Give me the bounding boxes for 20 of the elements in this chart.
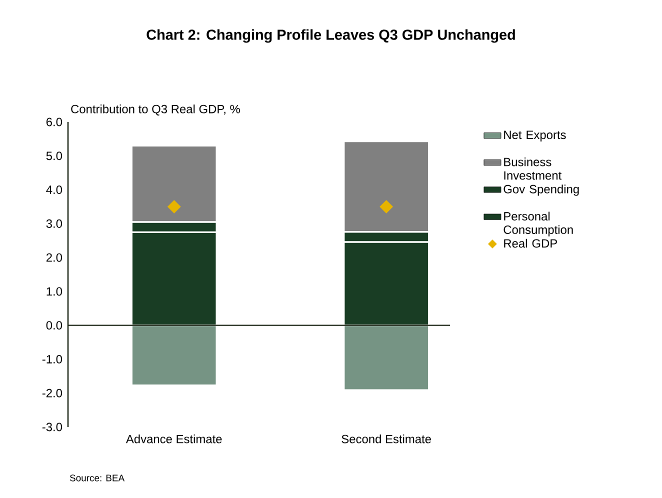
- legend-label: Net Exports: [504, 130, 566, 142]
- y-tick-label: 1.0: [46, 287, 62, 296]
- y-tick-label: 0.0: [46, 321, 62, 330]
- y-tick-label: 5.0: [46, 152, 62, 160]
- y-tick-label: -2.0: [42, 388, 62, 398]
- y-tick-label: -3.0: [42, 422, 62, 432]
- legend-label: Business Investment: [504, 157, 562, 180]
- chart-title: Chart 2: Changing Profile Leaves Q3 GDP Unchanged: [146, 29, 515, 43]
- y-tick-label: 2.0: [46, 253, 62, 262]
- legend-label: Personal Consumption: [504, 212, 573, 236]
- source-note: Source: BEA: [70, 474, 125, 482]
- y-tick-label: 4.0: [46, 186, 62, 194]
- y-tick-label: 6.0: [46, 118, 62, 126]
- y-axis-title: Contribution to Q3 Real GDP, %: [71, 104, 240, 116]
- x-tick-label: Advance Estimate: [126, 434, 222, 444]
- legend-label: Real GDP: [504, 238, 557, 248]
- legend-label: Gov Spending: [504, 184, 579, 196]
- x-tick-label: Second Estimate: [342, 434, 431, 444]
- y-tick-label: 3.0: [46, 219, 62, 228]
- y-tick-label: -1.0: [42, 354, 62, 364]
